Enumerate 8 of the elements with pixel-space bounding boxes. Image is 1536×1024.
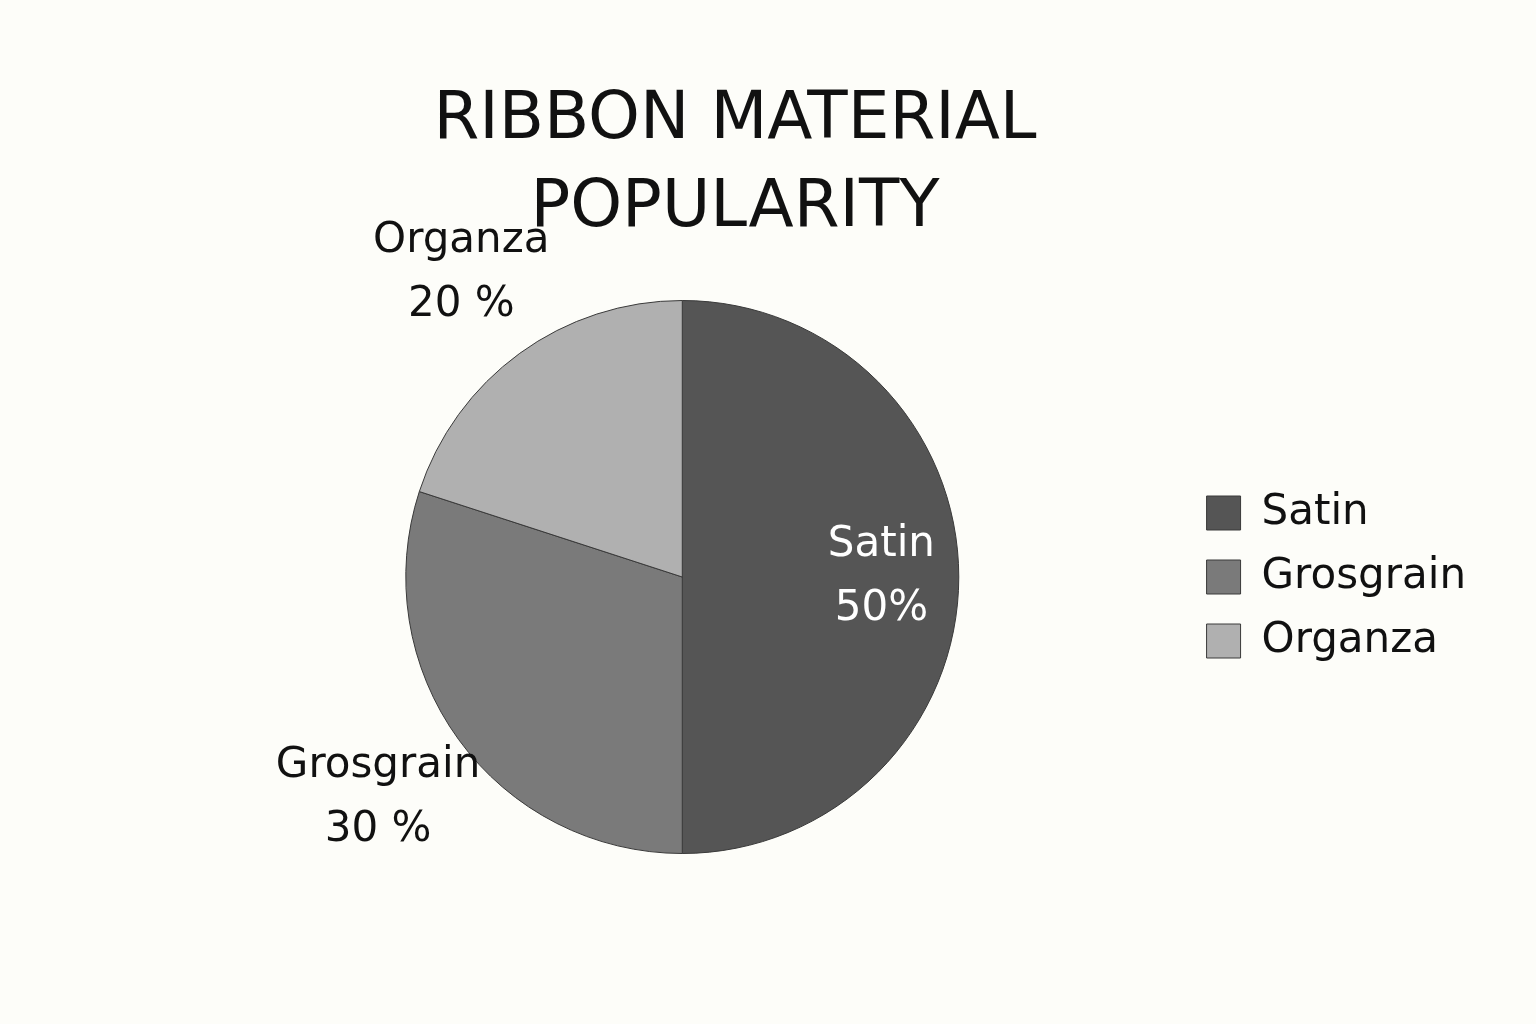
legend-label: Organza	[1261, 612, 1438, 662]
slice-label: Grosgrain	[275, 737, 481, 787]
legend-label: Satin	[1261, 484, 1369, 534]
legend-label: Grosgrain	[1261, 548, 1466, 598]
data-label: 30 %	[324, 801, 432, 851]
data-label: 50%	[834, 580, 929, 630]
slice-label: Satin	[827, 516, 935, 566]
data-label: 20 %	[407, 276, 515, 326]
